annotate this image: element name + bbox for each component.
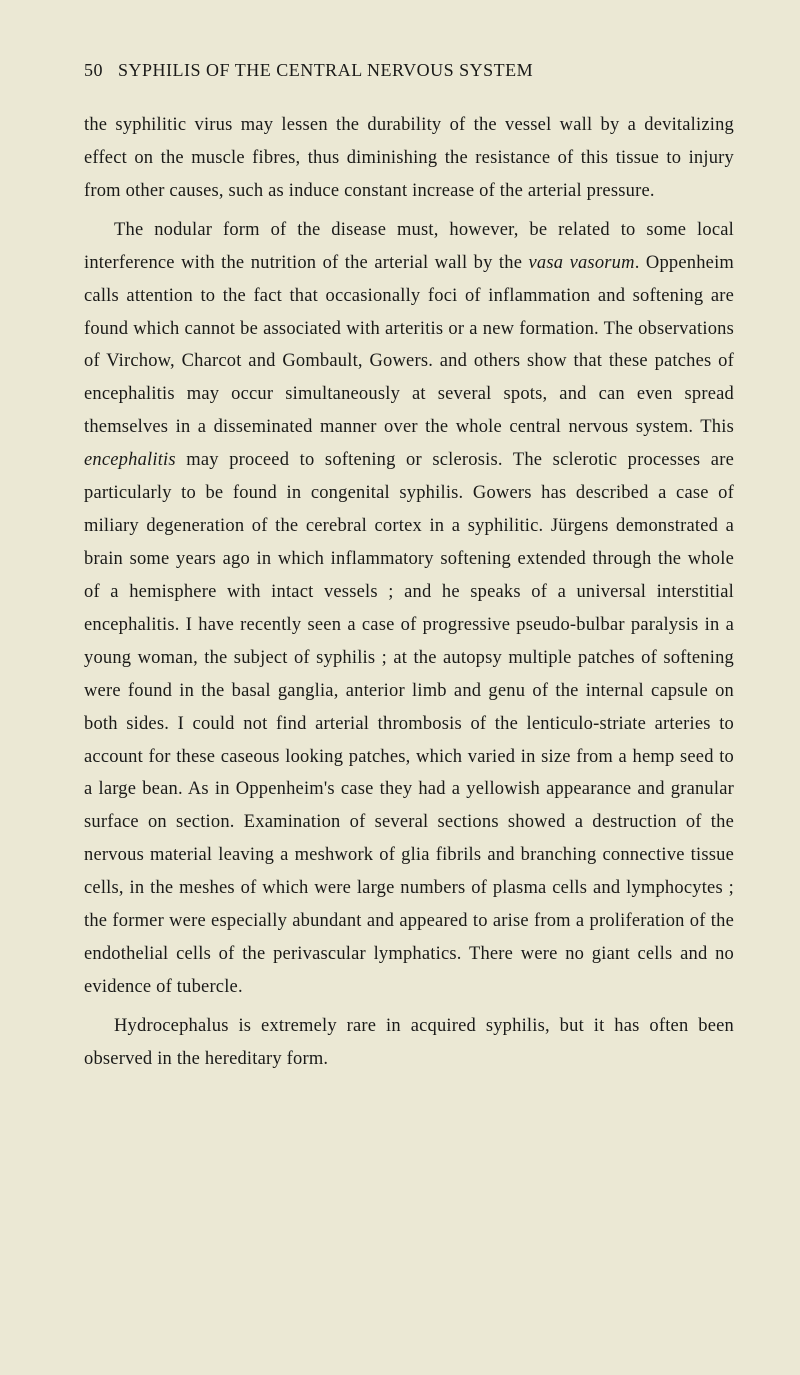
p2-italic-2: encephalitis xyxy=(84,450,176,470)
p3-text: Hydrocephalus is extremely rare in acqui… xyxy=(84,1016,734,1069)
p1-text: the syphilitic virus may lessen the dura… xyxy=(84,115,734,201)
paragraph-2: The nodular form of the disease must, ho… xyxy=(84,214,734,1004)
body-text: the syphilitic virus may lessen the dura… xyxy=(84,109,734,1076)
page-header: 50 SYPHILIS OF THE CENTRAL NERVOUS SYSTE… xyxy=(84,60,734,81)
page-number: 50 xyxy=(84,60,103,80)
p2-text-b: . Oppenheim calls attention to the fact … xyxy=(84,253,734,438)
p2-italic-1: vasa vasorum xyxy=(529,253,635,273)
page-title: SYPHILIS OF THE CENTRAL NERVOUS SYSTEM xyxy=(118,60,533,80)
p2-text-c: may proceed to softening or sclerosis. T… xyxy=(84,450,734,997)
paragraph-3: Hydrocephalus is extremely rare in acqui… xyxy=(84,1010,734,1076)
paragraph-1: the syphilitic virus may lessen the dura… xyxy=(84,109,734,208)
